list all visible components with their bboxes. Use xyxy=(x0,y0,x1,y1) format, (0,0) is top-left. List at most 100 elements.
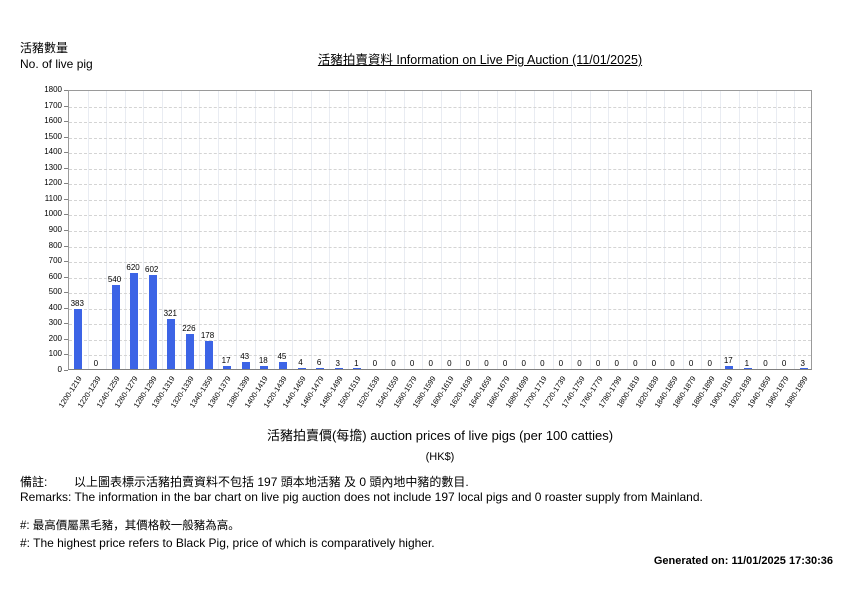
x-axis-unit: (HK$) xyxy=(425,451,455,463)
bar-value-label: 0 xyxy=(502,359,508,368)
generated-timestamp: Generated on: 11/01/2025 17:30:36 xyxy=(653,555,833,567)
bar xyxy=(74,309,83,369)
bar-value-label: 18 xyxy=(258,356,268,366)
y-tick-label: 1800 xyxy=(44,85,62,94)
bar-value-label: 0 xyxy=(614,359,619,368)
y-tick-mark xyxy=(64,245,68,247)
bar xyxy=(725,366,734,369)
bar-value-label: 45 xyxy=(277,352,287,361)
bar-value-label: 6 xyxy=(316,358,322,368)
bar-value-label: 0 xyxy=(521,359,526,368)
y-tick-label: 1300 xyxy=(44,162,62,172)
vertical-gridline xyxy=(534,91,535,369)
vertical-gridline xyxy=(571,91,573,369)
vertical-gridline xyxy=(273,91,275,369)
bar-value-label: 0 xyxy=(540,359,545,368)
bar-value-label: 178 xyxy=(200,331,215,341)
y-tick-label: 1000 xyxy=(44,209,62,219)
bar xyxy=(316,368,325,369)
vertical-gridline xyxy=(199,91,201,369)
bar-value-label: 0 xyxy=(391,359,396,368)
y-tick-label: 1100 xyxy=(44,193,62,203)
y-tick-mark xyxy=(64,292,68,294)
y-tick-label: 1700 xyxy=(44,100,62,110)
horizontal-gridline xyxy=(69,339,811,341)
y-tick-mark xyxy=(64,105,68,107)
bar-value-label: 383 xyxy=(70,299,84,309)
horizontal-gridline xyxy=(69,122,811,124)
bar-value-label: 0 xyxy=(633,359,638,368)
bar-value-label: 540 xyxy=(107,275,122,284)
bar-value-label: 3 xyxy=(800,358,805,368)
vertical-gridline xyxy=(441,91,442,369)
vertical-gridline xyxy=(236,91,238,369)
y-tick-label: 0 xyxy=(57,365,62,374)
vertical-gridline xyxy=(292,91,294,369)
vertical-gridline xyxy=(255,91,256,369)
bar xyxy=(743,368,752,369)
vertical-gridline xyxy=(124,91,126,369)
bar-value-label: 0 xyxy=(595,359,601,368)
remark-line-en: Remarks: The information in the bar char… xyxy=(20,490,703,504)
vertical-gridline xyxy=(645,91,647,369)
bar xyxy=(260,366,269,369)
horizontal-gridline xyxy=(69,199,811,201)
bar xyxy=(204,341,213,369)
bar-value-label: 3 xyxy=(335,358,340,368)
y-tick-mark xyxy=(64,136,68,138)
y-tick-mark xyxy=(64,338,68,340)
bar-value-label: 0 xyxy=(558,359,564,368)
vertical-gridline xyxy=(106,91,108,369)
y-tick-label: 700 xyxy=(48,256,62,266)
note-line-en: #: The highest price refers to Black Pig… xyxy=(20,536,435,550)
bar xyxy=(223,366,232,369)
vertical-gridline xyxy=(385,91,387,369)
y-tick-mark xyxy=(64,230,68,231)
vertical-gridline xyxy=(682,91,684,369)
y-tick-mark xyxy=(64,90,68,91)
bar-value-label: 1 xyxy=(744,358,750,368)
bar-value-label: 0 xyxy=(447,359,452,368)
bar-value-label: 0 xyxy=(781,359,787,368)
note-line-zh: #: 最高價屬黑毛豬，其價格較一般豬為高。 xyxy=(20,520,240,532)
horizontal-gridline xyxy=(69,215,811,217)
bar xyxy=(167,319,176,369)
vertical-gridline xyxy=(403,91,405,369)
bar-value-label: 0 xyxy=(651,359,657,368)
vertical-gridline xyxy=(217,91,219,369)
vertical-gridline xyxy=(143,91,145,369)
y-tick-mark xyxy=(64,323,68,325)
bar xyxy=(148,275,157,369)
y-axis-unit-label-zh: 活豬數量 xyxy=(20,41,69,55)
vertical-gridline xyxy=(627,91,628,369)
horizontal-gridline xyxy=(69,168,811,170)
bar xyxy=(334,368,343,369)
vertical-gridline xyxy=(589,91,591,369)
y-tick-label: 1200 xyxy=(44,178,62,188)
horizontal-gridline xyxy=(69,262,811,264)
vertical-gridline xyxy=(757,91,759,369)
bar-value-label: 0 xyxy=(409,359,415,368)
bar-value-label: 17 xyxy=(723,356,733,366)
plot-area xyxy=(68,90,812,370)
bar xyxy=(278,362,287,369)
horizontal-gridline xyxy=(69,308,811,310)
vertical-gridline xyxy=(329,91,331,369)
y-tick-label: 900 xyxy=(48,225,62,234)
y-tick-mark xyxy=(64,307,68,309)
y-tick-mark xyxy=(64,261,68,263)
vertical-gridline xyxy=(775,91,777,369)
bar-value-label: 0 xyxy=(688,359,694,368)
bar-value-label: 0 xyxy=(670,359,675,368)
vertical-gridline xyxy=(720,91,721,369)
horizontal-gridline xyxy=(69,246,811,248)
y-tick-mark xyxy=(64,121,68,123)
bar-value-label: 602 xyxy=(145,265,159,275)
bar-value-label: 43 xyxy=(240,352,250,362)
bar-value-label: 321 xyxy=(163,309,177,319)
bar-value-label: 0 xyxy=(428,359,433,368)
vertical-gridline xyxy=(515,91,517,369)
vertical-gridline xyxy=(366,91,368,369)
y-tick-label: 200 xyxy=(48,333,62,343)
